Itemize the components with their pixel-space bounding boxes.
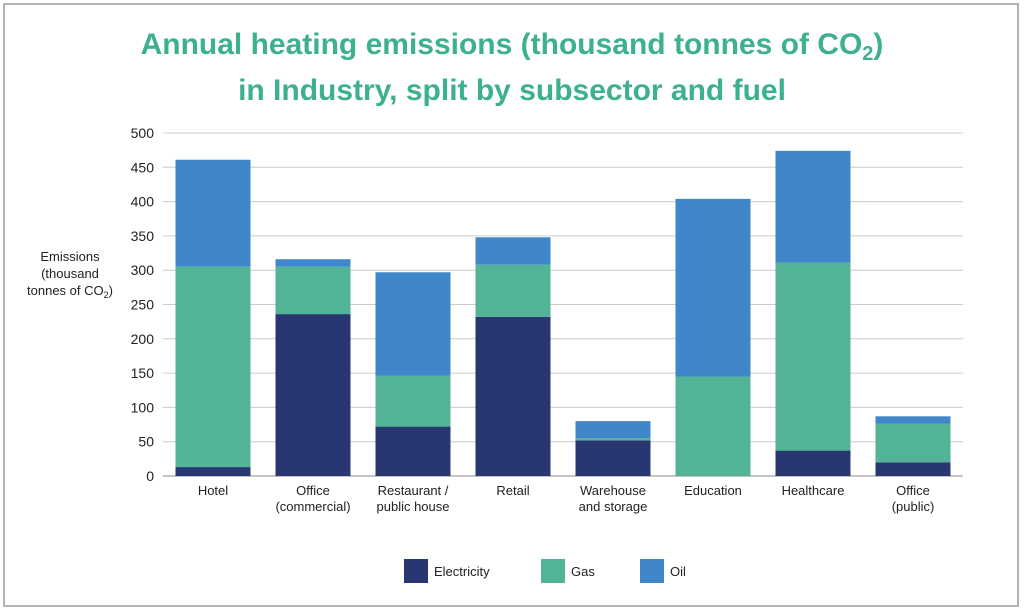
x-tick-label: Office (296, 483, 330, 498)
x-tick-label: Hotel (198, 483, 228, 498)
y-tick-label: 300 (131, 262, 155, 278)
x-tick-label: and storage (579, 499, 648, 514)
bar-gas (375, 375, 451, 427)
x-tick-label: Warehouse (580, 483, 646, 498)
bar-electricity (475, 316, 551, 476)
y-tick-label: 0 (146, 468, 154, 484)
bar-oil (875, 416, 951, 424)
bar-oil (775, 150, 851, 263)
x-tick-label: (public) (892, 499, 935, 514)
y-tick-label: 500 (131, 125, 155, 141)
x-tick-label: Healthcare (782, 483, 845, 498)
x-tick-label: (commercial) (275, 499, 350, 514)
bar-electricity (375, 426, 451, 476)
bar-electricity (875, 462, 951, 476)
bar-gas (575, 438, 651, 441)
y-tick-label: 200 (131, 331, 155, 347)
chart-title: Annual heating emissions (thousand tonne… (0, 22, 1024, 114)
x-tick-label: public house (377, 499, 450, 514)
bar-oil (375, 272, 451, 376)
y-tick-label: 150 (131, 365, 155, 381)
legend-label-gas: Gas (571, 564, 595, 579)
chart-title-line-1: Annual heating emissions (thousand tonne… (140, 28, 884, 65)
bar-oil (175, 159, 251, 267)
bar-electricity (275, 314, 351, 476)
x-tick-label: Retail (496, 483, 529, 498)
bar-gas (675, 376, 751, 476)
bar-oil (575, 421, 651, 439)
bar-oil (275, 259, 351, 267)
bar-gas (875, 423, 951, 463)
bar-oil (675, 198, 751, 377)
y-tick-label: 50 (138, 434, 154, 450)
bar-electricity (775, 450, 851, 476)
y-tick-label: 450 (131, 159, 155, 175)
x-tick-label: Education (684, 483, 742, 498)
y-tick-label: 100 (131, 399, 155, 415)
chart-title-line-2: in Industry, split by subsector and fuel (238, 74, 786, 107)
bar-gas (175, 266, 251, 468)
y-tick-label: 250 (131, 297, 155, 313)
bar-gas (475, 264, 551, 317)
legend-swatch-electricity (404, 559, 428, 583)
x-tick-label: Restaurant / (378, 483, 449, 498)
bar-oil (475, 237, 551, 265)
legend-label-oil: Oil (670, 564, 686, 579)
y-tick-label: 400 (131, 194, 155, 210)
y-tick-label: 350 (131, 228, 155, 244)
legend-swatch-oil (640, 559, 664, 583)
bar-gas (775, 262, 851, 451)
legend-swatch-gas (541, 559, 565, 583)
legend-label-electricity: Electricity (434, 564, 490, 579)
y-axis-label: Emissions (thousand tonnes of CO2) (27, 249, 113, 300)
x-tick-label: Office (896, 483, 930, 498)
bar-gas (275, 266, 351, 315)
bar-electricity (175, 467, 251, 476)
bar-electricity (575, 440, 651, 476)
